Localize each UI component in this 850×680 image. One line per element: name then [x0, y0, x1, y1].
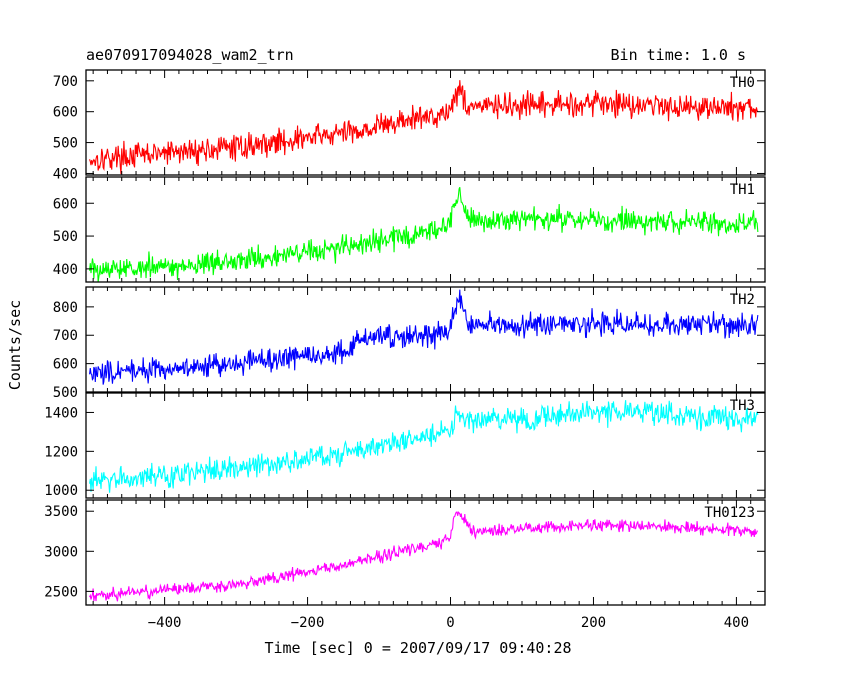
chart-title: ae070917094028_wam2_trn	[86, 46, 294, 64]
y-tick-label: 700	[53, 328, 78, 344]
y-tick-label: 400	[53, 262, 78, 278]
panel-th0123: 2500 3000 3500 TH0123 −400 −200 0 200 400	[44, 499, 766, 631]
y-tick-label: 700	[53, 74, 78, 90]
x-tick-label: 0	[446, 615, 454, 631]
series-line-th0	[89, 80, 759, 175]
y-tick-label: 1200	[44, 444, 78, 460]
x-tick-label: −400	[148, 615, 182, 631]
y-tick-label: 3000	[44, 544, 78, 560]
y-axis-label: Counts/sec	[6, 300, 24, 390]
panel-th0: 400 500 600 700 TH0	[53, 69, 766, 182]
panel-frame	[85, 392, 766, 499]
y-tick-label: 1000	[44, 483, 78, 499]
y-tick-label: 600	[53, 357, 78, 373]
panel-frame	[85, 286, 766, 393]
channel-label: TH0123	[704, 505, 755, 521]
channel-label: TH0	[730, 75, 755, 91]
panel-th2: 500 600 700 800 TH2	[53, 286, 766, 401]
y-tick-label: 2500	[44, 584, 78, 600]
channel-label: TH3	[730, 398, 755, 414]
x-axis-label: Time [sec] 0 = 2007/09/17 09:40:28	[264, 639, 571, 657]
y-tick-label: 500	[53, 229, 78, 245]
x-tick-label: 400	[724, 615, 749, 631]
y-tick-label: 500	[53, 385, 78, 401]
bin-time-label: Bin time: 1.0 s	[611, 46, 746, 64]
x-tick-label: 200	[581, 615, 606, 631]
series-line-th1	[89, 186, 759, 283]
y-tick-label: 600	[53, 105, 78, 121]
channel-label: TH2	[730, 292, 755, 308]
panel-frame	[85, 176, 766, 283]
x-tick-label: −200	[291, 615, 325, 631]
y-tick-label: 400	[53, 166, 78, 182]
channel-label: TH1	[730, 182, 755, 198]
series-line-th3	[89, 400, 759, 493]
series-line-th0123	[89, 511, 758, 602]
panel-frame	[85, 69, 766, 176]
series-line-th2	[89, 289, 759, 385]
panel-frame	[85, 499, 766, 606]
y-tick-label: 1400	[44, 405, 78, 421]
panel-th3: 1000 1200 1400 TH3	[44, 392, 766, 499]
y-tick-label: 800	[53, 300, 78, 316]
panel-th1: 400 500 600 TH1	[53, 176, 766, 283]
y-tick-label: 600	[53, 196, 78, 212]
y-tick-label: 500	[53, 136, 78, 152]
y-tick-label: 3500	[44, 504, 78, 520]
